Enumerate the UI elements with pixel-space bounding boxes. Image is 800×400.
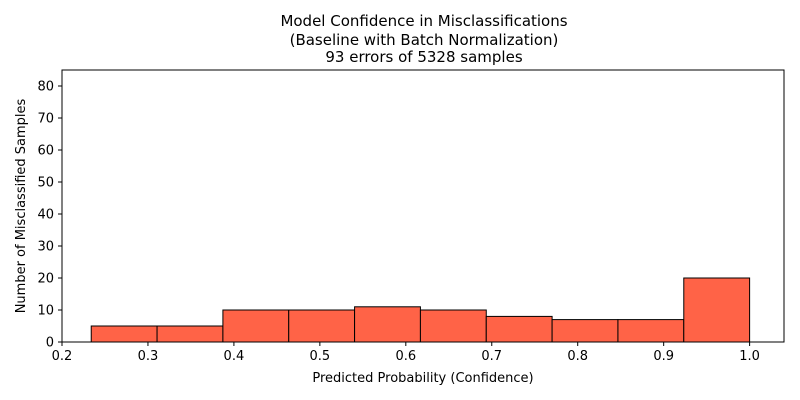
histogram-bar	[156, 325, 224, 343]
histogram-bar	[354, 306, 421, 343]
x-axis-label: Predicted Probability (Confidence)	[312, 371, 533, 386]
chart-title-line-2: (Baseline with Batch Normalization)	[290, 31, 559, 49]
y-axis-ticks: 0 10 20 30 40 50 60 70 80	[37, 80, 62, 351]
y-tick-label: 40	[37, 208, 54, 223]
histogram-bars	[90, 277, 751, 343]
x-tick-label: 0.7	[481, 349, 502, 364]
y-tick-label: 0	[46, 336, 54, 351]
histogram-bar	[683, 277, 751, 343]
histogram-bar	[90, 325, 158, 343]
y-tick-label: 20	[37, 272, 54, 287]
x-axis-ticks: 0.2 0.3 0.4 0.5 0.6 0.7 0.8 0.9 1.0	[52, 342, 760, 364]
y-tick-label: 10	[37, 304, 54, 319]
x-tick-label: 0.8	[567, 349, 588, 364]
chart-title-line-1: Model Confidence in Misclassifications	[280, 12, 567, 30]
y-tick-label: 60	[37, 144, 54, 159]
y-tick-label: 30	[37, 240, 54, 255]
x-tick-label: 0.3	[138, 349, 159, 364]
histogram-bar	[222, 309, 290, 343]
x-tick-label: 0.9	[653, 349, 674, 364]
x-tick-label: 1.0	[739, 349, 760, 364]
histogram-bar	[551, 319, 619, 343]
y-tick-label: 50	[37, 176, 54, 191]
x-tick-label: 0.2	[52, 349, 73, 364]
histogram-bar	[419, 309, 487, 343]
histogram-bar	[288, 309, 356, 343]
histogram-bar	[617, 319, 685, 343]
chart-title: Model Confidence in Misclassifications (…	[280, 12, 567, 66]
y-tick-label: 70	[37, 112, 54, 127]
y-axis-label: Number of Misclassified Samples	[14, 98, 29, 313]
plot-area-frame	[61, 69, 785, 343]
y-tick-label: 80	[37, 80, 54, 95]
x-tick-label: 0.4	[224, 349, 245, 364]
histogram-bar	[485, 315, 553, 343]
x-tick-label: 0.6	[395, 349, 416, 364]
x-tick-label: 0.5	[310, 349, 331, 364]
chart-title-line-3: 93 errors of 5328 samples	[325, 48, 522, 66]
